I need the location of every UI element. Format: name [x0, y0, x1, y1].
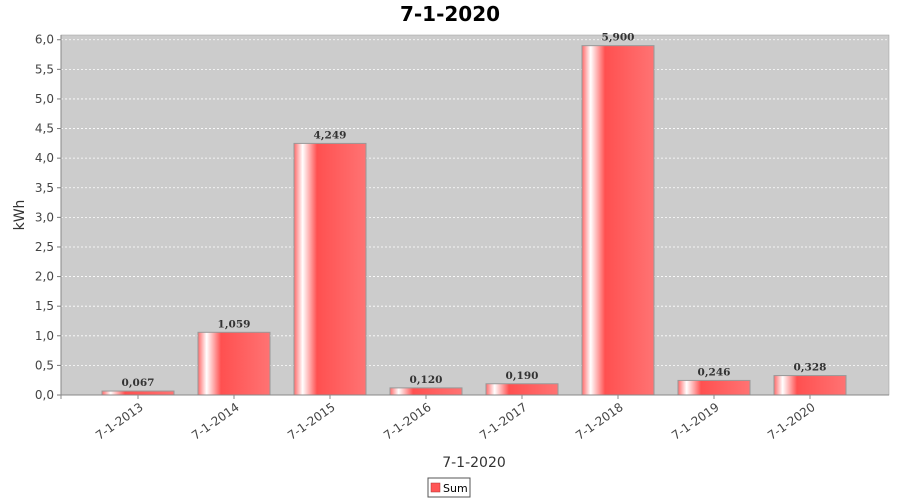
data-label: 0,120	[410, 374, 443, 386]
data-labels: 0,067 1,059 4,249 0,120 0,190 5,900 0,246 0,328	[122, 32, 827, 389]
y-tick-label: 4,0	[35, 151, 54, 165]
bars	[101, 45, 847, 396]
y-tick-label: 0,0	[35, 388, 54, 402]
data-label: 0,067	[122, 377, 155, 389]
y-tick-label: 4,5	[35, 122, 54, 136]
plot-area	[60, 34, 890, 396]
x-axis-label: 7-1-2020	[442, 455, 506, 471]
legend-label-sum: Sum	[443, 482, 468, 495]
y-tick-label: 6,0	[35, 33, 54, 47]
x-tick-label: 7-1-2016	[381, 400, 434, 443]
bar	[581, 45, 655, 396]
y-tick-label: 0,5	[35, 358, 54, 372]
x-tick-label: 7-1-2018	[573, 400, 626, 443]
bar	[677, 379, 751, 396]
y-tick-label: 1,0	[35, 329, 54, 343]
bar	[293, 142, 367, 396]
y-tick-label: 5,5	[35, 62, 54, 76]
x-tick-label: 7-1-2014	[189, 400, 242, 443]
legend: Sum	[427, 477, 471, 498]
y-axis-label: kWh	[12, 200, 28, 231]
y-tick-label: 2,5	[35, 240, 54, 254]
bar	[773, 375, 847, 396]
y-axis: 0,0 0,5 1,0 1,5 2,0 2,5 3,0 3,5 4,0 4,5 5,0 5,5 6,0	[35, 33, 62, 402]
bar	[101, 390, 175, 396]
x-tick-label: 7-1-2015	[285, 400, 338, 443]
x-tick-label: 7-1-2020	[765, 400, 818, 443]
y-tick-label: 5,0	[35, 92, 54, 106]
data-label: 1,059	[218, 318, 251, 330]
x-tick-label: 7-1-2017	[477, 400, 530, 443]
data-label: 5,900	[602, 32, 635, 44]
data-label: 0,246	[698, 366, 731, 378]
x-tick-label: 7-1-2013	[93, 400, 146, 443]
legend-swatch	[430, 482, 441, 493]
x-axis: 7-1-2013 7-1-2014 7-1-2015 7-1-2016 7-1-2017…	[61, 394, 889, 443]
x-tick-label: 7-1-2019	[669, 400, 722, 443]
y-tick-label: 1,5	[35, 299, 54, 313]
y-tick-label: 3,5	[35, 181, 54, 195]
bar	[389, 387, 463, 396]
y-tick-label: 3,0	[35, 210, 54, 224]
data-label: 4,249	[314, 129, 347, 141]
bar	[485, 383, 559, 396]
y-tick-label: 2,0	[35, 270, 54, 284]
chart-title: 7-1-2020	[400, 2, 500, 26]
data-label: 0,328	[794, 362, 827, 374]
bar	[197, 331, 271, 396]
data-label: 0,190	[506, 370, 539, 382]
